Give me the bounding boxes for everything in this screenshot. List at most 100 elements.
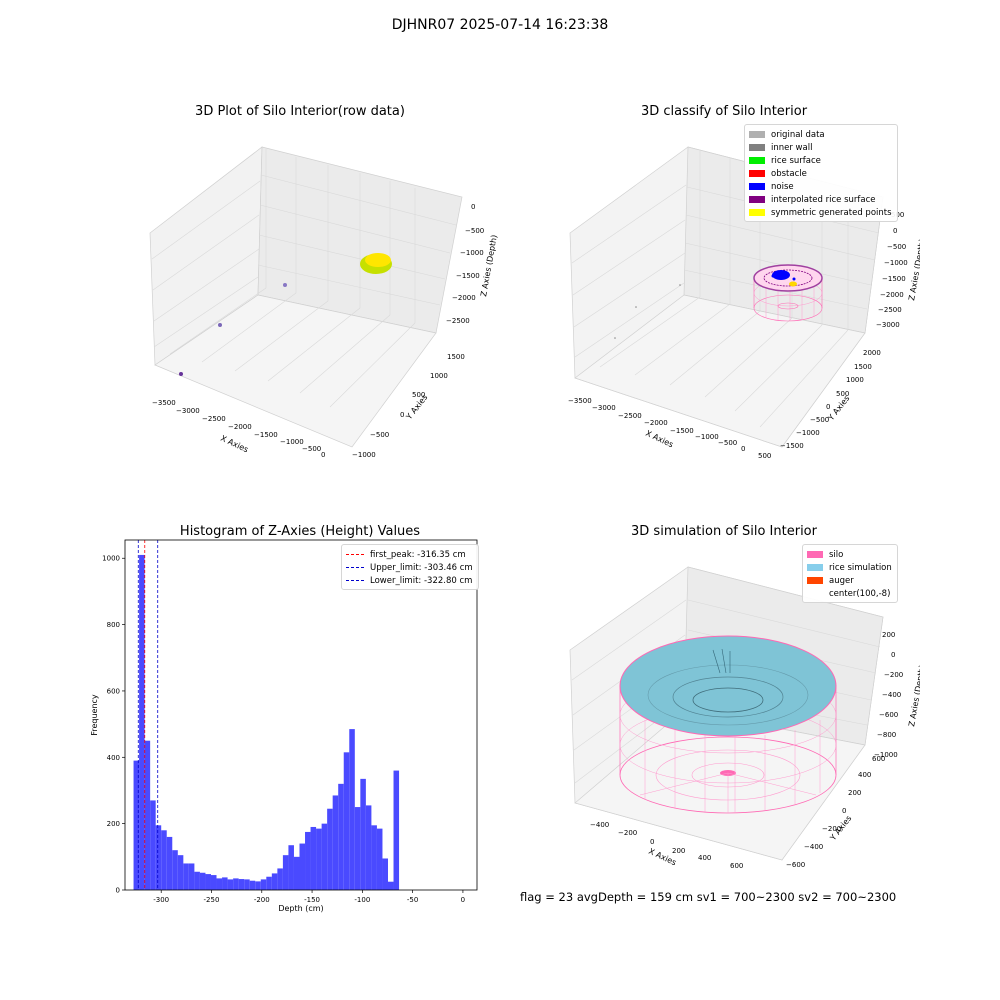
histogram-bar <box>222 877 228 890</box>
x-tick: 200 <box>672 847 685 855</box>
x-tick: 0 <box>650 838 654 846</box>
z-tick: 0 <box>471 203 475 211</box>
figure-title: DJHNR07 2025-07-14 16:23:38 <box>391 17 609 33</box>
histogram-bar <box>161 830 167 890</box>
histogram-bar <box>166 836 173 890</box>
x-tick-labels: −3500 −3000 −2500 −2000 −1500 −1000 −500… <box>152 399 325 459</box>
histogram-bar <box>310 826 317 890</box>
y-tick: 0 <box>826 403 830 411</box>
y-tick: −200 <box>822 825 841 833</box>
y-tick: −600 <box>786 861 805 869</box>
histogram-bar <box>144 740 151 890</box>
histogram-bar <box>338 783 344 890</box>
histogram-bars <box>133 554 400 890</box>
histogram-bar <box>210 875 217 890</box>
x-tick: −500 <box>302 445 321 453</box>
x-tick: −500 <box>718 439 737 447</box>
y-axis-label: Frequency <box>90 694 99 736</box>
histogram-bar <box>371 825 377 890</box>
z-axis-label: Z Axies (Depth) <box>907 238 920 301</box>
y-tick-labels: −1000 −500 0 500 1000 1500 <box>352 353 465 459</box>
z-axis-label: Z Axies (Depth) <box>907 664 920 727</box>
legend-item: interpolated rice surface <box>749 193 892 206</box>
histogram-bar <box>316 828 322 890</box>
classified-points <box>614 264 823 339</box>
x-tick: 500 <box>758 452 771 460</box>
legend-item: first_peak: -316.35 cm <box>346 548 473 561</box>
histogram-title: Histogram of Z-Axies (Height) Values <box>179 524 421 539</box>
x-tick: 600 <box>730 862 743 870</box>
x-tick: −1500 <box>254 431 278 439</box>
z-tick: 500 <box>891 211 904 219</box>
y-tick: 500 <box>412 391 425 399</box>
x-axis-label: Depth (cm) <box>278 904 323 913</box>
histogram-bar <box>393 770 400 890</box>
y-tick: −400 <box>804 843 823 851</box>
y-tick: 1000 <box>846 376 864 384</box>
z-tick: −1500 <box>882 275 906 283</box>
plot2-title: 3D classify of Silo Interior <box>640 104 808 119</box>
z-tick: −500 <box>887 243 906 251</box>
x-tick: −2500 <box>618 412 642 420</box>
histogram-bar <box>155 825 162 890</box>
histogram-bar <box>249 880 256 890</box>
x-tick: 0 <box>321 451 325 459</box>
z-tick: −200 <box>884 671 903 679</box>
y-tick: 600 <box>872 755 885 763</box>
legend-item: obstacle <box>749 167 892 180</box>
y-tick: −1000 <box>796 429 820 437</box>
simulation-legend: silo rice simulation auger center(100,-8… <box>802 544 898 603</box>
z-tick-labels: 500 0 −500 −1000 −1500 −2000 −2500 −3000 <box>876 211 908 329</box>
grid-lines <box>151 149 457 408</box>
x-tick-label: -50 <box>407 896 418 904</box>
z-tick: −1000 <box>460 249 484 257</box>
histogram-bar <box>238 879 245 890</box>
histogram-bar <box>327 808 333 890</box>
histogram-bar <box>199 872 206 890</box>
histogram-bar <box>260 879 267 890</box>
z-axis-label: Z Axies (Depth) <box>479 234 499 297</box>
z-tick: −1000 <box>884 259 908 267</box>
y-tick: −1500 <box>780 442 804 450</box>
histogram-bar <box>277 868 283 890</box>
x-tick: −400 <box>590 821 609 829</box>
z-tick: −2000 <box>880 291 904 299</box>
z-tick: −1500 <box>456 272 480 280</box>
x-tick-label: -100 <box>354 896 370 904</box>
histogram-legend: first_peak: -316.35 cm Upper_limit: -303… <box>341 544 479 590</box>
histogram-bar <box>233 878 239 890</box>
histogram-bar <box>172 850 178 890</box>
y-tick-label: 200 <box>107 820 120 828</box>
y-tick: 1500 <box>447 353 465 361</box>
y-tick-labels: −1500 −1000 −500 0 500 1000 1500 2000 <box>780 349 881 450</box>
y-tick: 400 <box>858 771 871 779</box>
histogram-bar <box>387 881 394 890</box>
x-tick: 400 <box>698 854 711 862</box>
legend-item: center(100,-8) <box>829 588 891 599</box>
x-tick: −3500 <box>152 399 176 407</box>
x-tick: −2000 <box>228 423 252 431</box>
legend-item: original data <box>749 128 892 141</box>
threshold-lines <box>137 540 159 890</box>
y-tick-label: 0 <box>116 887 120 895</box>
x-tick: −200 <box>618 829 637 837</box>
y-tick-label: 1000 <box>102 555 120 563</box>
plot4-title: 3D simulation of Silo Interior <box>631 524 817 539</box>
histogram-bar <box>183 863 189 890</box>
plot1-title: 3D Plot of Silo Interior(row data) <box>195 104 405 119</box>
y-tick: 0 <box>400 411 404 419</box>
legend-item: Upper_limit: -303.46 cm <box>346 561 473 574</box>
y-tick: 1500 <box>854 363 872 371</box>
x-tick-labels: -300 -250 -200 -150 -100 -50 0 <box>153 890 465 904</box>
z-tick: −2500 <box>878 306 902 314</box>
z-tick: −1000 <box>874 751 898 759</box>
y-tick: 200 <box>848 789 861 797</box>
histogram-bar <box>365 805 372 890</box>
x-tick-labels: −3500 −3000 −2500 −2000 −1500 −1000 −500… <box>568 397 771 460</box>
histogram-bar <box>255 881 261 890</box>
x-axis-label: X Axies <box>219 434 250 455</box>
histogram-bar <box>150 800 156 890</box>
y-tick: −500 <box>370 431 389 439</box>
histogram-bar <box>244 879 250 890</box>
histogram-bar <box>354 807 361 890</box>
